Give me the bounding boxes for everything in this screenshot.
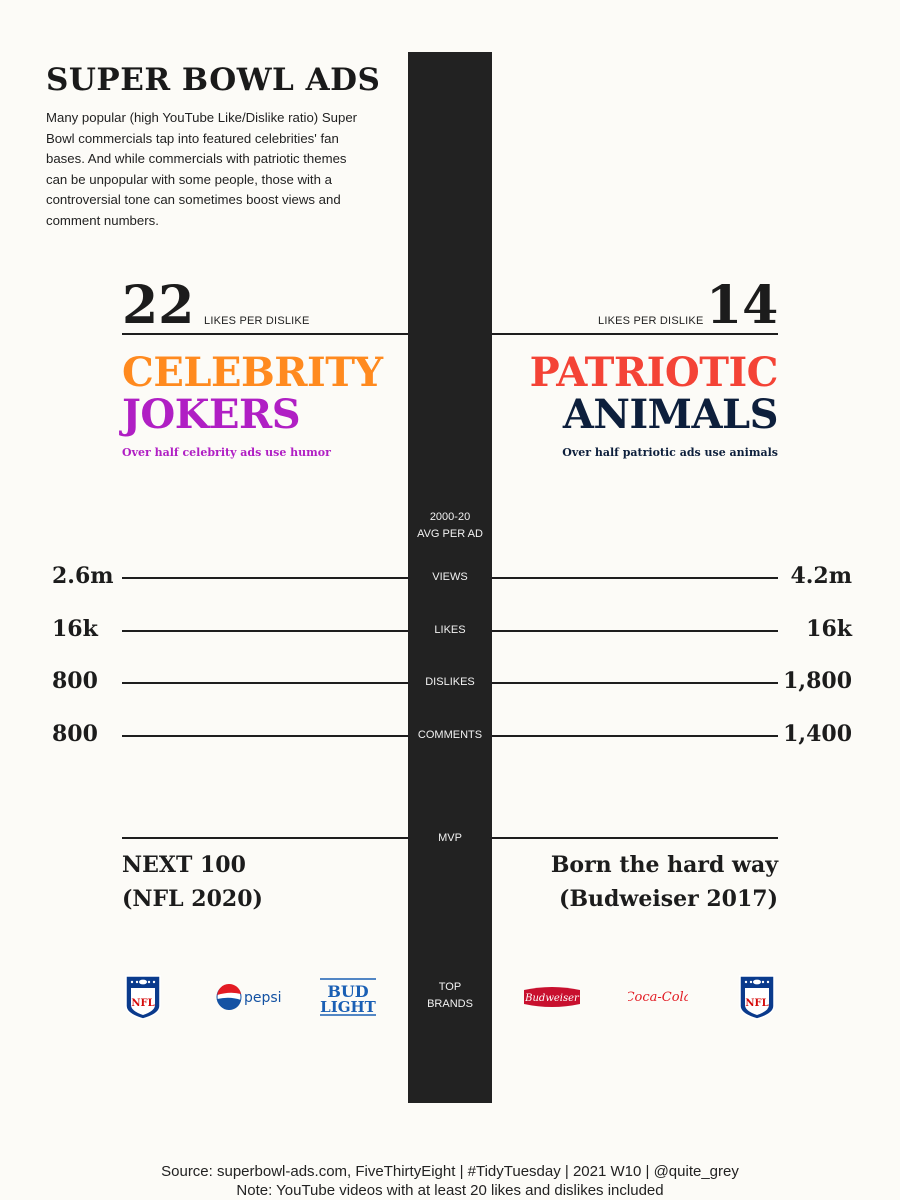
left-value-likes: 16k — [52, 616, 98, 642]
metric-label-likes: LIKES — [434, 624, 466, 636]
budweiser-logo: Budweiser — [522, 984, 582, 1015]
right-value-dislikes: 1,800 — [783, 668, 852, 694]
left-value-dislikes: 800 — [52, 668, 98, 694]
left-row-line-views — [122, 577, 408, 579]
right-ratio-divider — [492, 333, 778, 335]
coca-cola-logo: Coca-Cola — [625, 983, 692, 1014]
center-header-line2: AVG PER AD — [417, 528, 483, 540]
left-ratio-divider — [122, 333, 408, 335]
svg-text:Budweiser: Budweiser — [524, 993, 580, 1004]
svg-text:NFL: NFL — [131, 998, 154, 1009]
metric-label-views: VIEWS — [432, 571, 468, 583]
left-heading-line1: CELEBRITY — [122, 349, 383, 396]
footer-note: Note: YouTube videos with at least 20 li… — [236, 1182, 664, 1199]
right-ratio-number: 14 — [706, 275, 779, 336]
right-heading-line1: PATRIOTIC — [529, 349, 779, 396]
right-value-views: 4.2m — [790, 563, 852, 589]
right-mvp-divider — [492, 837, 778, 839]
center-mvp-label: MVP — [438, 832, 462, 844]
right-ratio-label: LIKES PER DISLIKE — [598, 315, 704, 327]
left-ratio-label: LIKES PER DISLIKE — [204, 315, 310, 327]
right-row-line-dislikes — [492, 682, 778, 684]
center-header-line1: 2000-20 — [429, 511, 471, 523]
description: Many popular (high YouTube Like/Dislike … — [46, 110, 358, 228]
right-row-line-views — [492, 577, 778, 579]
left-row-line-likes — [122, 630, 408, 632]
right-value-comments: 1,400 — [783, 721, 852, 747]
right-mvp-line2: (Budweiser 2017) — [559, 886, 778, 912]
right-row-line-comments — [492, 735, 778, 737]
left-row-line-dislikes — [122, 682, 408, 684]
left-mvp-divider — [122, 837, 408, 839]
svg-text:NFL: NFL — [745, 998, 768, 1009]
center-column — [408, 52, 492, 1103]
footer-source: Source: superbowl-ads.com, FiveThirtyEig… — [161, 1163, 739, 1180]
svg-text:LIGHT: LIGHT — [320, 998, 377, 1016]
left-mvp-line2: (NFL 2020) — [122, 886, 263, 912]
page-title: SUPER BOWL ADS — [46, 62, 381, 98]
left-ratio-number: 22 — [122, 275, 195, 336]
svg-text:Coca-Cola: Coca-Cola — [628, 990, 688, 1005]
nfl-logo: NFL — [737, 972, 777, 1025]
nfl-logo: NFL — [123, 972, 163, 1025]
center-brands-line2: BRANDS — [427, 998, 473, 1010]
center-brands-line1: TOP — [438, 981, 462, 993]
right-value-likes: 16k — [806, 616, 852, 642]
svg-text:pepsi: pepsi — [244, 990, 282, 1006]
svg-text:BUD: BUD — [327, 982, 368, 1001]
right-heading-line2: ANIMALS — [562, 391, 779, 438]
pepsi-logo: pepsi — [216, 982, 286, 1017]
metric-label-comments: COMMENTS — [417, 729, 483, 741]
right-row-line-likes — [492, 630, 778, 632]
bud-light-logo: BUD LIGHT — [318, 977, 378, 1022]
right-mvp-line1: Born the hard way — [550, 852, 778, 878]
left-mvp-line1: NEXT 100 — [122, 852, 246, 878]
metric-label-dislikes: DISLIKES — [425, 676, 475, 688]
left-heading-line2: JOKERS — [122, 391, 301, 438]
left-row-line-comments — [122, 735, 408, 737]
left-value-views: 2.6m — [52, 563, 114, 589]
left-value-comments: 800 — [52, 721, 98, 747]
left-subtitle: Over half celebrity ads use humor — [122, 446, 331, 459]
right-subtitle: Over half patriotic ads use animals — [562, 446, 778, 459]
